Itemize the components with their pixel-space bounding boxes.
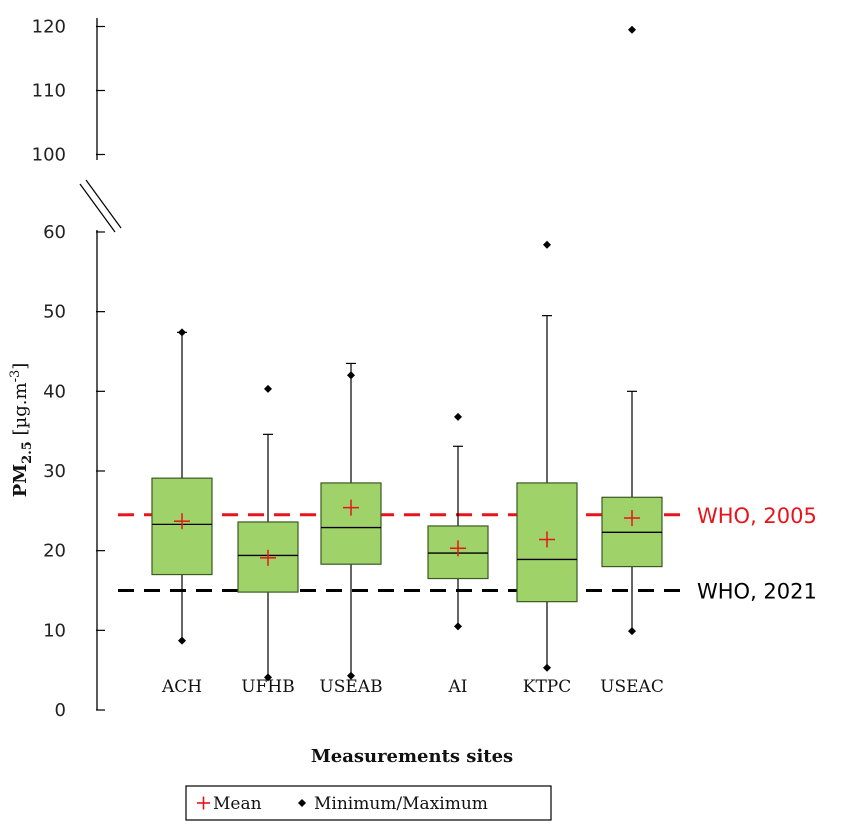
x-axis-title: Measurements sites [311, 746, 513, 767]
minimum-point [454, 622, 462, 631]
category-label: ACH [161, 677, 202, 697]
maximum-point [454, 412, 462, 421]
legend-frame [185, 785, 552, 821]
reference-line-label: WHO, 2021 [697, 579, 817, 603]
y-tick-label: 0 [55, 700, 66, 721]
y-tick-label: 30 [43, 461, 66, 482]
category-label: KTPC [523, 677, 572, 697]
reference-lines: WHO, 2005 WHO, 2021 [118, 504, 817, 603]
category-label: AI [448, 677, 468, 697]
maximum-point [264, 384, 272, 393]
box-ktpc [516, 240, 578, 672]
maximum-point [628, 25, 636, 34]
axis-break-mark [85, 179, 122, 229]
y-tick-label: 120 [32, 17, 66, 38]
legend-mean-label: Mean [213, 794, 262, 814]
minimum-point [264, 673, 272, 682]
legend-mean-marker [197, 796, 210, 810]
category-label: UFHB [241, 677, 294, 697]
y-tick-label: 10 [43, 620, 66, 641]
box-ai [427, 412, 489, 631]
minimum-point [628, 627, 636, 636]
y-tick-label: 40 [43, 381, 66, 402]
maximum-point [543, 240, 551, 249]
category-label: USEAC [600, 677, 664, 697]
maximum-point [178, 328, 186, 337]
y-tick-label: 50 [43, 302, 66, 323]
y-tick-label: 60 [43, 222, 66, 243]
boxes [151, 25, 663, 682]
y-tick-label: 20 [43, 541, 66, 562]
minimum-point [543, 663, 551, 672]
reference-line-label: WHO, 2005 [697, 504, 817, 528]
category-labels: ACH UFHB USEAB AI KTPC USEAC [161, 677, 664, 697]
box-useac [601, 25, 663, 636]
legend: Mean Minimum/Maximum [185, 785, 552, 821]
legend-minmax-label: Minimum/Maximum [314, 794, 488, 814]
category-label: USEAB [319, 677, 382, 697]
box-iqr [320, 482, 382, 565]
axis-break-mark [79, 183, 116, 233]
y-axis-title: PM2.5 [µg.m-3] [8, 363, 35, 498]
minimum-point [178, 636, 186, 645]
legend-minmax-marker [298, 799, 306, 807]
y-tick-label: 110 [32, 81, 66, 102]
y-axis: 0 10 20 30 40 50 60 100 110 120 [32, 17, 122, 721]
minimum-point [347, 671, 355, 680]
y-tick-label: 100 [32, 145, 66, 166]
box-ufhb [237, 384, 299, 682]
maximum-point [347, 371, 355, 380]
box-ach [151, 328, 213, 645]
box-useab [320, 362, 382, 680]
